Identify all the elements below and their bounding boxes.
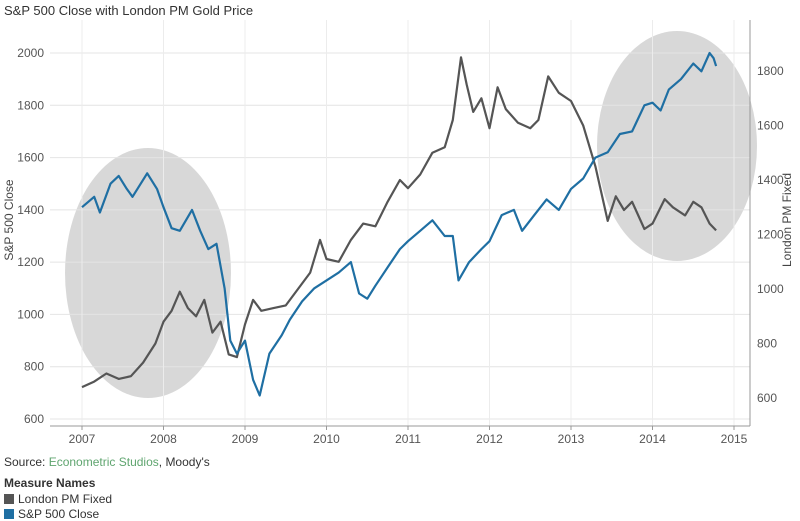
x-tick-label: 2010 — [313, 432, 340, 446]
y-right-tick-label: 800 — [757, 337, 777, 351]
legend-item-sp500[interactable]: S&P 500 Close — [4, 506, 112, 521]
y-axis-left-label: S&P 500 Close — [2, 179, 16, 260]
legend-label-london-pm: London PM Fixed — [18, 491, 113, 506]
y-left-tick-label: 2000 — [17, 46, 44, 60]
highlight-ellipses — [65, 31, 757, 398]
axes — [50, 20, 751, 427]
y-right-tick-label: 1400 — [757, 173, 784, 187]
x-tick-label: 2012 — [476, 432, 503, 446]
source-line: Source: Econometric Studios, Moody's — [4, 455, 210, 469]
source-separator: , — [158, 455, 166, 469]
y-left-tick-label: 800 — [24, 360, 44, 374]
y-right-tick-label: 600 — [757, 391, 777, 405]
chart-title: S&P 500 Close with London PM Gold Price — [4, 3, 254, 18]
y-left-tick-label: 1600 — [17, 151, 44, 165]
legend-swatch-sp500 — [4, 508, 14, 519]
source-prefix: Source: — [4, 455, 49, 469]
legend-label-sp500: S&P 500 Close — [18, 506, 100, 521]
y-left-tick-label: 1400 — [17, 203, 44, 217]
highlight-ellipse-2013-2014 — [597, 31, 757, 261]
x-tick-label: 2009 — [232, 432, 259, 446]
source-moodys: Moody's — [165, 455, 210, 469]
source-link-econometric[interactable]: Econometric Studios — [48, 455, 159, 469]
y-right-tick-label: 1000 — [757, 282, 784, 296]
tick-labels: 600 800 1000 1200 1400 1600 1800 2000 600 800 1000… — [17, 46, 784, 446]
line-chart: 600 800 1000 1200 1400 1600 1800 2000 600 800 1000… — [2, 20, 794, 446]
y-right-tick-label: 1800 — [757, 64, 784, 78]
series — [81, 51, 718, 397]
x-tick-label: 2014 — [639, 432, 666, 446]
x-tick-label: 2007 — [69, 432, 96, 446]
legend-item-london-pm[interactable]: London PM Fixed — [4, 491, 112, 506]
grid — [50, 20, 750, 426]
y-left-tick-label: 1800 — [17, 98, 44, 112]
series-line-sp500-close — [81, 51, 718, 397]
y-right-tick-label: 1600 — [757, 119, 784, 133]
legend: Measure Names London PM Fixed S&P 500 Cl… — [4, 476, 112, 521]
y-left-tick-label: 1200 — [17, 255, 44, 269]
x-tick-label: 2015 — [721, 432, 748, 446]
y-axis-right-label: London PM Fixed — [780, 173, 794, 267]
x-tick-label: 2008 — [150, 432, 177, 446]
y-left-tick-label: 1000 — [17, 307, 44, 321]
highlight-ellipse-2007-2008 — [65, 148, 231, 398]
x-tick-label: 2013 — [558, 432, 585, 446]
legend-swatch-london-pm — [4, 493, 14, 504]
y-right-tick-label: 1200 — [757, 228, 784, 242]
legend-title: Measure Names — [4, 476, 96, 490]
series-line-london-pm-fixed — [81, 56, 717, 389]
y-left-tick-label: 600 — [24, 412, 44, 426]
x-tick-label: 2011 — [395, 432, 421, 446]
